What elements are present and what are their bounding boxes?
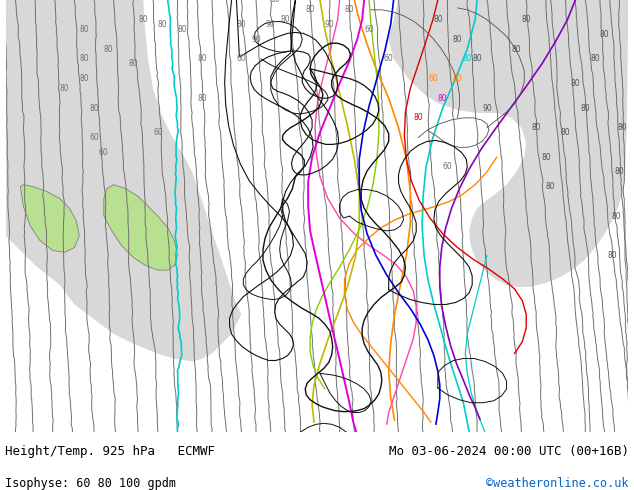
Text: 80: 80 bbox=[600, 30, 610, 39]
Text: 80: 80 bbox=[79, 54, 89, 63]
Text: 90: 90 bbox=[251, 35, 261, 44]
Text: 60: 60 bbox=[99, 148, 109, 157]
Text: 80: 80 bbox=[89, 103, 99, 113]
Text: 80: 80 bbox=[531, 123, 541, 132]
Text: 80: 80 bbox=[271, 0, 281, 4]
Text: 80: 80 bbox=[453, 74, 462, 83]
Text: 80: 80 bbox=[306, 5, 315, 14]
Polygon shape bbox=[104, 185, 178, 270]
Text: 80: 80 bbox=[79, 74, 89, 83]
Text: 80: 80 bbox=[521, 15, 531, 24]
Text: 80: 80 bbox=[281, 15, 290, 24]
Text: 90: 90 bbox=[482, 103, 492, 113]
Text: Height/Temp. 925 hPa   ECMWF: Height/Temp. 925 hPa ECMWF bbox=[5, 445, 215, 458]
Text: 80: 80 bbox=[158, 20, 167, 29]
Text: 80: 80 bbox=[433, 15, 443, 24]
Text: 60: 60 bbox=[153, 128, 163, 137]
Text: 80: 80 bbox=[580, 103, 590, 113]
Text: 80: 80 bbox=[546, 182, 555, 191]
Text: ©weatheronline.co.uk: ©weatheronline.co.uk bbox=[486, 477, 629, 490]
Text: 80: 80 bbox=[413, 113, 423, 122]
Text: 80: 80 bbox=[236, 20, 246, 29]
Text: 80: 80 bbox=[345, 5, 354, 14]
Text: 80: 80 bbox=[512, 45, 521, 53]
Text: Isophyse: 60 80 100 gpdm: Isophyse: 60 80 100 gpdm bbox=[5, 477, 176, 490]
Text: 80: 80 bbox=[129, 59, 138, 68]
Polygon shape bbox=[20, 185, 79, 252]
Text: 80: 80 bbox=[197, 54, 207, 63]
Text: 80: 80 bbox=[438, 94, 448, 103]
Text: 80: 80 bbox=[472, 54, 482, 63]
Text: 80: 80 bbox=[560, 128, 571, 137]
Text: 60: 60 bbox=[384, 54, 394, 63]
Text: 80: 80 bbox=[462, 54, 472, 63]
Text: Mo 03-06-2024 00:00 UTC (00+16B): Mo 03-06-2024 00:00 UTC (00+16B) bbox=[389, 445, 629, 458]
Text: 90: 90 bbox=[266, 20, 276, 29]
Text: 80: 80 bbox=[138, 15, 148, 24]
Polygon shape bbox=[389, 0, 628, 287]
Text: 80: 80 bbox=[541, 153, 551, 162]
Text: 80: 80 bbox=[79, 25, 89, 34]
Text: 80: 80 bbox=[608, 251, 618, 260]
Text: 60: 60 bbox=[428, 74, 438, 83]
Text: 60: 60 bbox=[443, 163, 453, 172]
Text: 60: 60 bbox=[364, 25, 374, 34]
Text: 80: 80 bbox=[618, 123, 627, 132]
Text: 80: 80 bbox=[615, 168, 624, 176]
Text: 80: 80 bbox=[571, 79, 580, 88]
Text: 80: 80 bbox=[104, 45, 113, 53]
Text: 80: 80 bbox=[178, 25, 187, 34]
Text: 80: 80 bbox=[197, 94, 207, 103]
Text: 60: 60 bbox=[236, 54, 246, 63]
Polygon shape bbox=[6, 0, 242, 362]
Text: 60: 60 bbox=[89, 133, 99, 142]
Text: 80: 80 bbox=[612, 212, 621, 220]
Text: 80: 80 bbox=[60, 84, 69, 93]
Text: 90: 90 bbox=[325, 20, 335, 29]
Text: 80: 80 bbox=[453, 35, 462, 44]
Text: 80: 80 bbox=[590, 54, 600, 63]
